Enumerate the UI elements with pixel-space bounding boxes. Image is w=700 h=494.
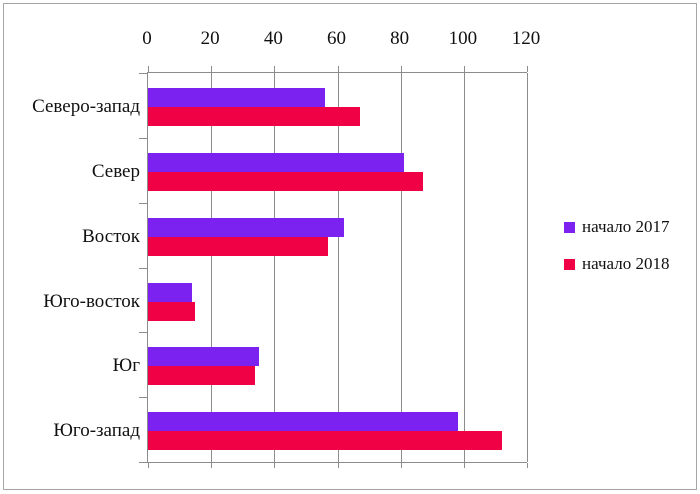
category-label-Юго-восток: Юго-восток <box>43 290 140 312</box>
legend-swatch-icon <box>564 221 575 233</box>
tick-mark-category-6 <box>139 462 147 463</box>
bar-Юг-начало 2017 <box>148 347 259 367</box>
plot-area <box>139 66 528 468</box>
legend: начало 2017 начало 2018 <box>564 217 669 291</box>
bar-Юго-запад-начало 2018 <box>148 431 502 451</box>
tick-mark-top-40 <box>274 66 275 72</box>
legend-item-начало 2017: начало 2017 <box>564 217 669 237</box>
tick-mark-bottom-120 <box>527 463 528 468</box>
legend-swatch-icon <box>564 258 575 270</box>
bar-Юго-восток-начало 2017 <box>148 282 193 302</box>
gridline-x-100 <box>464 73 465 462</box>
tick-mark-category-5 <box>139 397 147 399</box>
bar-Юго-восток-начало 2018 <box>148 301 196 321</box>
x-axis-label-20: 20 <box>200 28 220 49</box>
tick-mark-bottom-0 <box>148 463 149 468</box>
tick-mark-top-0 <box>148 66 149 72</box>
bar-Север-начало 2017 <box>148 152 404 172</box>
legend-item-начало 2018: начало 2018 <box>564 254 669 274</box>
x-axis-label-80: 80 <box>390 28 410 49</box>
tick-mark-category-1 <box>139 137 147 139</box>
tick-mark-bottom-20 <box>211 463 212 468</box>
category-label-Юг: Юг <box>112 355 140 377</box>
category-label-Юго-запад: Юго-запад <box>53 420 140 442</box>
bar-Северо-запад-начало 2017 <box>148 88 325 107</box>
bar-Север-начало 2018 <box>148 171 423 191</box>
tick-mark-top-100 <box>464 66 465 72</box>
gridline-x-60 <box>338 73 339 462</box>
category-label-Восток: Восток <box>82 225 140 247</box>
x-axis-label-120: 120 <box>511 28 541 49</box>
x-axis-label-60: 60 <box>327 28 346 49</box>
bar-Восток-начало 2018 <box>148 236 329 256</box>
tick-mark-top-60 <box>338 66 339 72</box>
gridline-x-20 <box>211 73 212 462</box>
tick-mark-top-20 <box>211 66 212 72</box>
legend-label: начало 2018 <box>582 254 670 273</box>
bar-Юго-запад-начало 2017 <box>148 412 458 432</box>
tick-mark-category-3 <box>139 267 147 269</box>
bar-Восток-начало 2017 <box>148 217 344 237</box>
tick-mark-category-4 <box>139 332 147 334</box>
bar-Юг-начало 2018 <box>148 366 256 386</box>
tick-mark-bottom-60 <box>338 463 339 468</box>
tick-mark-bottom-80 <box>401 463 402 468</box>
legend-label: начало 2017 <box>582 217 670 236</box>
category-label-Север: Север <box>91 160 140 182</box>
tick-mark-bottom-100 <box>464 463 465 468</box>
x-axis-label-40: 40 <box>263 28 283 49</box>
tick-mark-bottom-40 <box>274 463 275 468</box>
tick-mark-top-80 <box>401 66 402 72</box>
category-label-Северо-запад: Северо-запад <box>32 96 140 117</box>
bar-Северо-запад-начало 2018 <box>148 107 360 126</box>
tick-mark-top-120 <box>527 66 528 72</box>
x-axis-label-0: 0 <box>142 28 152 49</box>
gridline-x-120 <box>527 73 528 462</box>
x-axis-label-100: 100 <box>448 28 478 49</box>
gridline-x-40 <box>274 73 275 462</box>
tick-mark-category-2 <box>139 202 147 204</box>
tick-mark-category-0 <box>139 73 147 74</box>
gridline-x-80 <box>401 73 402 462</box>
